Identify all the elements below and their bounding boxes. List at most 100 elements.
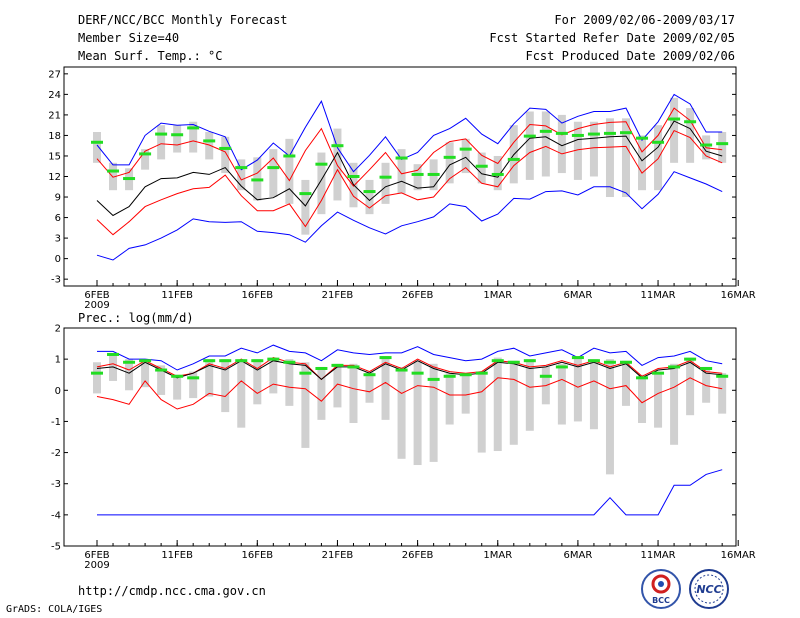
temp-ytick-label: -3	[51, 275, 61, 286]
prec-range-bar	[301, 362, 310, 448]
member-size-label: Member Size=40	[78, 31, 180, 45]
temp-range-bar	[189, 121, 198, 153]
prec-range-bar	[638, 374, 647, 423]
temp-ytick-label: 9	[55, 193, 61, 204]
prec-ytick-label: -2	[51, 448, 61, 459]
prec-xtick-label: 11FEB	[161, 550, 193, 561]
prec-range-bar	[509, 360, 518, 445]
prec-range-bar	[269, 357, 278, 394]
prec-xtick-label: 11MAR	[640, 550, 675, 561]
prec-range-bar	[621, 360, 630, 406]
temp-range-bar	[461, 138, 470, 174]
prec-range-bar	[461, 373, 470, 414]
temp-lower-line	[96, 129, 723, 236]
prec-median-marker	[219, 359, 232, 363]
prec-range-bar	[686, 357, 695, 416]
temp-range-bar	[686, 108, 695, 163]
temp-median-marker	[475, 164, 488, 168]
prec-range-bar	[525, 359, 534, 431]
prec-median-marker	[251, 359, 264, 363]
temp-range-bar	[237, 159, 246, 191]
temp-range-bar	[654, 125, 663, 191]
temp-median-marker	[299, 192, 312, 196]
prec-range-bar	[317, 366, 326, 420]
prec-range-bar	[605, 359, 614, 475]
prec-median-marker	[427, 377, 440, 381]
prec-ytick-label: -1	[51, 417, 61, 428]
prec-range-bar	[333, 363, 342, 408]
prec-median-marker	[668, 365, 681, 369]
temp-year-label: 2009	[84, 300, 109, 311]
temp-median-marker	[427, 172, 440, 176]
prec-range-bar	[93, 362, 101, 394]
temp-range-bar	[269, 149, 278, 198]
prec-median-marker	[507, 360, 520, 364]
temp-range-bar	[397, 149, 406, 194]
prec-range-bar	[221, 359, 230, 413]
temp-xtick-label: 11MAR	[640, 290, 675, 301]
forecast-period-label: For 2009/02/06-2009/03/17	[554, 13, 735, 27]
prec-median-marker	[475, 371, 488, 375]
prec-range-bar	[157, 365, 166, 395]
temp-range-bar	[157, 125, 166, 160]
temp-range-bar	[285, 138, 294, 204]
prec-range-bar	[237, 359, 246, 428]
prec-median-marker	[716, 374, 729, 378]
prec-median-marker	[636, 376, 649, 380]
temp-median-marker	[107, 169, 120, 173]
prec-median-marker	[267, 357, 280, 361]
prec-max-line	[97, 344, 723, 371]
prec-range-bar	[413, 360, 422, 466]
prec-range-bar	[670, 363, 679, 445]
temp-median-marker	[684, 120, 697, 124]
prec-range-bar	[189, 371, 198, 399]
prec-xtick-label: 16MAR	[721, 550, 756, 561]
prec-median-marker	[555, 365, 568, 369]
prec-mean-line	[96, 360, 723, 381]
temp-median-marker	[315, 162, 328, 166]
temp-median-marker	[700, 143, 713, 147]
prec-median-marker	[187, 376, 200, 380]
prec-xtick-label: 1MAR	[483, 550, 512, 561]
temp-median-marker	[652, 140, 665, 144]
prec-range-bar	[493, 357, 502, 452]
prec-median-marker	[91, 371, 103, 375]
temp-median-marker	[267, 166, 280, 170]
prec-ytick-label: -4	[51, 510, 61, 521]
temp-range-bar	[173, 125, 182, 153]
ncc-logo: NCC	[689, 569, 729, 609]
temp-range-bar	[621, 118, 630, 198]
prec-median-marker	[347, 365, 360, 369]
temp-median-marker	[155, 132, 168, 136]
temp-range-bar	[638, 135, 647, 191]
temp-median-marker	[587, 132, 600, 136]
temp-xtick-label: 26FEB	[402, 290, 434, 301]
temp-median-marker	[251, 178, 264, 182]
temp-median-marker	[379, 175, 392, 179]
temp-median-marker	[219, 146, 232, 150]
temp-median-marker	[459, 147, 472, 151]
temp-median-marker	[668, 117, 681, 121]
footer-url[interactable]: http://cmdp.ncc.cma.gov.cn	[78, 584, 266, 598]
temp-median-marker	[716, 142, 729, 146]
temp-xtick-label: 21FEB	[322, 290, 354, 301]
prec-range-bar	[557, 363, 566, 425]
temp-ytick-label: 21	[48, 110, 61, 121]
temp-median-marker	[331, 144, 344, 148]
prec-range-bar	[285, 359, 294, 406]
prec-median-marker	[123, 360, 136, 364]
prec-median-marker	[299, 371, 312, 375]
temp-median-marker	[187, 126, 200, 130]
prec-range-bar	[429, 363, 438, 462]
forecast-produced-label: Fcst Produced Date 2009/02/06	[525, 49, 735, 63]
temp-xtick-label: 6MAR	[564, 290, 593, 301]
temp-median-marker	[539, 129, 552, 133]
temp-mean-line	[96, 120, 723, 217]
temp-median-marker	[123, 177, 136, 181]
prec-xtick-label: 6MAR	[564, 550, 593, 561]
prec-median-marker	[571, 356, 584, 360]
ncc-logo-text: NCC	[696, 583, 721, 596]
temp-range-bar	[301, 179, 310, 235]
temp-median-marker	[491, 172, 504, 176]
footer-credit: GrADS: COLA/IGES	[6, 604, 103, 615]
